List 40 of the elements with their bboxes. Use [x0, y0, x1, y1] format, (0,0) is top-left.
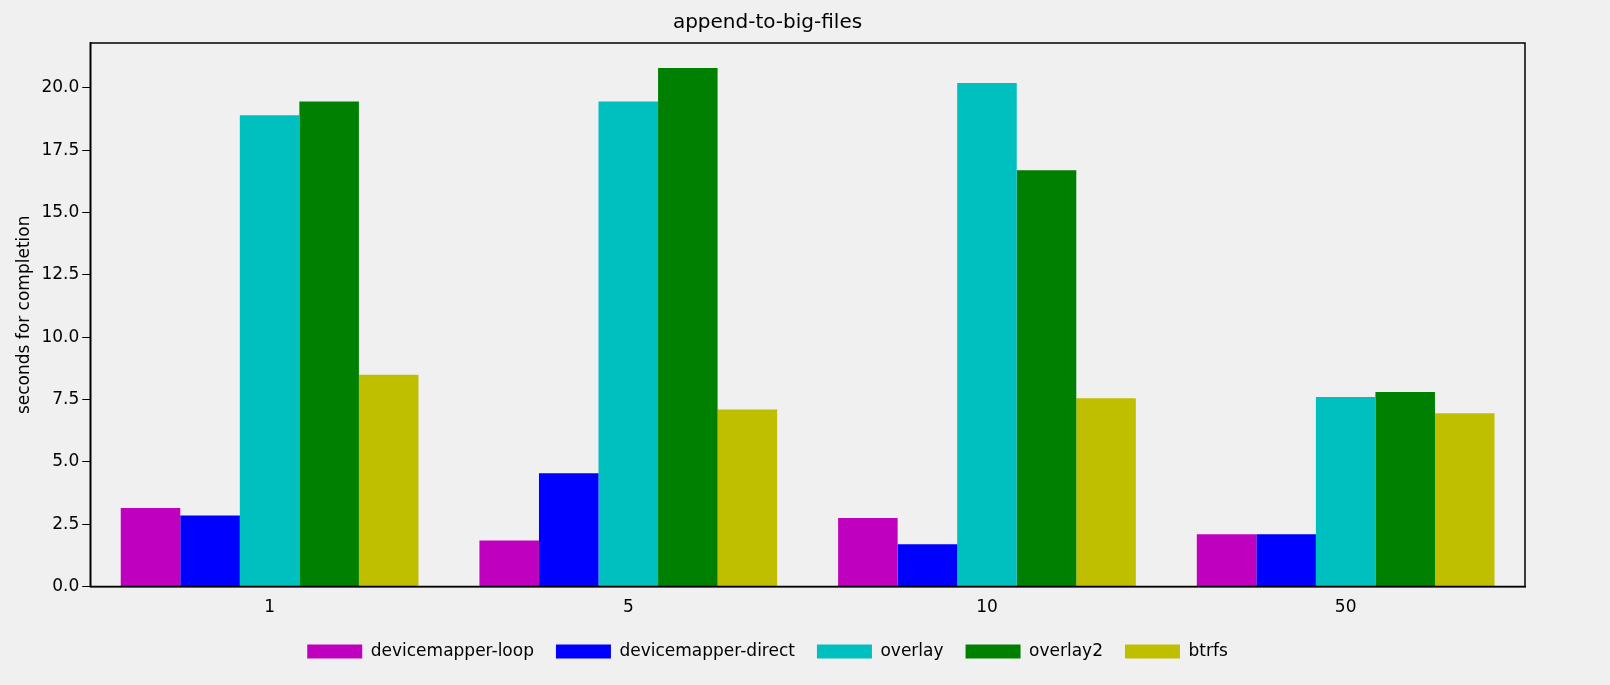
x-tick-label: 5 — [622, 596, 634, 617]
bar — [1016, 170, 1077, 587]
y-tick-label: 7.5 — [52, 388, 80, 408]
y-tick-label: 15.0 — [41, 200, 80, 221]
x-tick-label: 1 — [264, 596, 276, 617]
y-axis-title: seconds for completion — [12, 215, 33, 415]
legend-label: overlay2 — [1029, 639, 1103, 660]
x-tick-label: 50 — [1334, 596, 1357, 617]
y-tick-label: 5.0 — [52, 450, 80, 471]
chart-title: append-to-big-files — [672, 9, 863, 34]
bar — [717, 409, 778, 587]
bar — [239, 115, 300, 587]
bar — [1315, 397, 1376, 587]
bar — [838, 518, 898, 587]
legend-label: btrfs — [1188, 639, 1228, 660]
bar — [1375, 392, 1435, 587]
bar — [897, 544, 958, 587]
bar — [1076, 398, 1136, 587]
legend-label: devicemapper-direct — [619, 639, 796, 660]
bar — [120, 508, 181, 587]
bar — [358, 374, 419, 587]
legend-label: devicemapper-loop — [370, 639, 534, 660]
y-tick-label: 2.5 — [52, 512, 80, 533]
y-tick-label: 17.5 — [41, 138, 80, 159]
y-tick-label: 0.0 — [52, 575, 80, 596]
legend-label: overlay — [880, 639, 944, 660]
bar — [598, 101, 659, 587]
y-tick-label: 20.0 — [41, 76, 80, 97]
bar — [957, 82, 1017, 587]
y-tick-label: 12.5 — [41, 263, 80, 284]
bar — [538, 473, 599, 587]
x-tick-label: 10 — [976, 596, 998, 617]
bar — [1256, 534, 1316, 587]
y-tick-label: 10.0 — [41, 325, 80, 346]
bar — [479, 540, 539, 587]
bar — [658, 67, 718, 587]
bar — [180, 515, 240, 587]
bar — [1434, 413, 1495, 587]
bar — [1196, 534, 1257, 587]
bar — [299, 101, 359, 587]
